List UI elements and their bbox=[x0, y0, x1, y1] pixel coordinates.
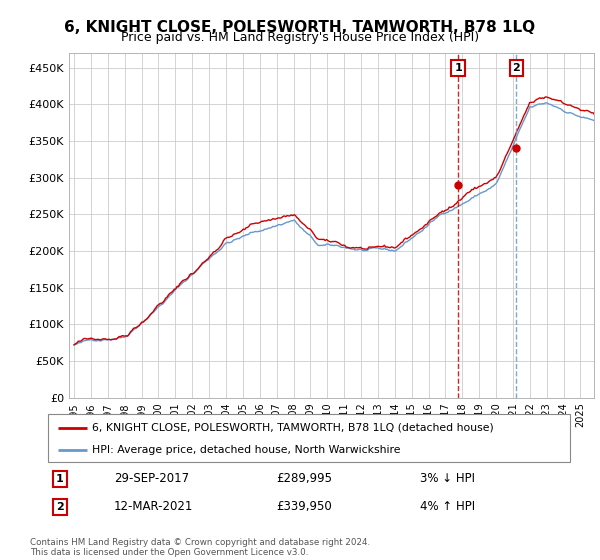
Text: 1: 1 bbox=[454, 63, 462, 73]
Text: 2: 2 bbox=[56, 502, 64, 512]
Text: 3% ↓ HPI: 3% ↓ HPI bbox=[420, 472, 475, 486]
Text: 6, KNIGHT CLOSE, POLESWORTH, TAMWORTH, B78 1LQ: 6, KNIGHT CLOSE, POLESWORTH, TAMWORTH, B… bbox=[64, 20, 536, 35]
Text: 1: 1 bbox=[56, 474, 64, 484]
Text: HPI: Average price, detached house, North Warwickshire: HPI: Average price, detached house, Nort… bbox=[92, 445, 401, 455]
Text: 2: 2 bbox=[512, 63, 520, 73]
FancyBboxPatch shape bbox=[48, 414, 570, 462]
Text: Price paid vs. HM Land Registry's House Price Index (HPI): Price paid vs. HM Land Registry's House … bbox=[121, 31, 479, 44]
Text: 29-SEP-2017: 29-SEP-2017 bbox=[114, 472, 189, 486]
Text: £289,995: £289,995 bbox=[276, 472, 332, 486]
Text: £339,950: £339,950 bbox=[276, 500, 332, 514]
Text: 12-MAR-2021: 12-MAR-2021 bbox=[114, 500, 193, 514]
Text: 4% ↑ HPI: 4% ↑ HPI bbox=[420, 500, 475, 514]
Text: 6, KNIGHT CLOSE, POLESWORTH, TAMWORTH, B78 1LQ (detached house): 6, KNIGHT CLOSE, POLESWORTH, TAMWORTH, B… bbox=[92, 423, 494, 433]
Text: Contains HM Land Registry data © Crown copyright and database right 2024.
This d: Contains HM Land Registry data © Crown c… bbox=[30, 538, 370, 557]
